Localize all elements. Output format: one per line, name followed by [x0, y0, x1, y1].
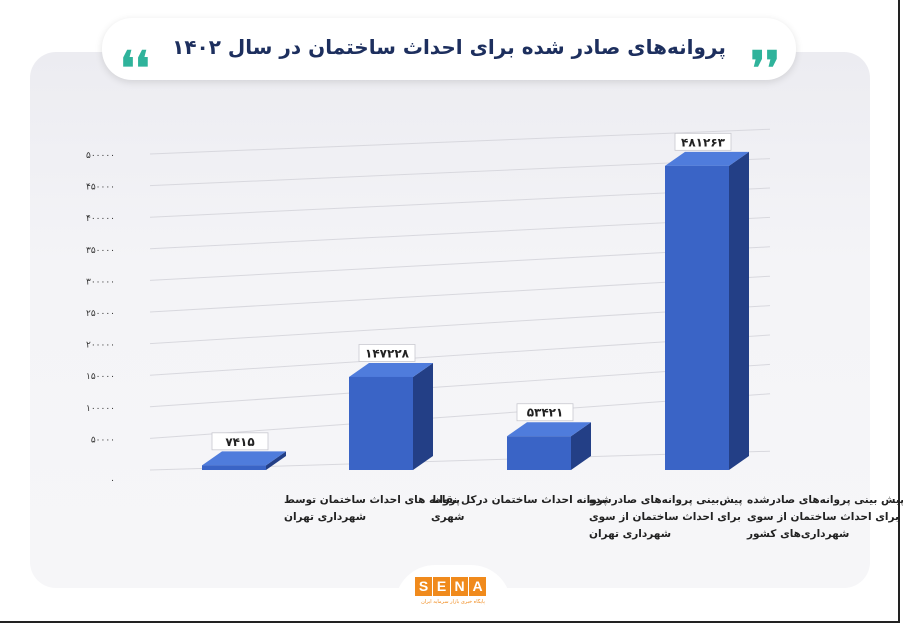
category-label: شهرداری‌های کشور	[746, 528, 849, 540]
y-tick-label: ۴۰۰۰۰۰	[86, 214, 115, 224]
y-tick-label: ۳۰۰۰۰۰	[86, 277, 115, 287]
bar-top	[202, 451, 286, 466]
y-tick-label: ۵۰۰۰۰۰	[86, 151, 115, 161]
bar-side	[729, 151, 749, 470]
y-tick-label: ۲۵۰۰۰۰	[86, 309, 115, 319]
logo-letter: E	[433, 577, 450, 596]
data-label-box	[674, 132, 732, 151]
bar-side	[571, 422, 591, 470]
data-label: ۱۴۷۲۲۸	[365, 346, 410, 360]
y-tick-label: ۱۰۰۰۰۰	[86, 404, 115, 414]
y-tick-label: ۰	[110, 476, 115, 486]
gridline	[149, 158, 771, 187]
bar-side	[266, 451, 286, 470]
bar	[349, 376, 413, 470]
category-label: شهرداری تهران	[284, 511, 366, 523]
category-label: پیش‌بینی پروانه‌های صادرشده	[589, 494, 742, 506]
y-tick-label: ۳۵۰۰۰۰	[86, 246, 115, 256]
bar	[202, 465, 266, 470]
category-label: پروانه های احداث ساختمان توسط	[284, 494, 460, 506]
logo-letter: S	[415, 577, 432, 596]
title-banner: ❛❛ پروانه‌های صادر شده برای احداث ساختما…	[102, 18, 796, 91]
bar	[665, 165, 729, 470]
gridline	[149, 128, 771, 155]
category-label: پروانه احداث ساختمان درکل نقاط	[431, 494, 607, 506]
logo-subtitle: پایگاه خبری بازار سرمایه ایران	[421, 599, 485, 605]
category-label: برای احداث ساختمان از سوی	[589, 511, 741, 523]
category-label: برای احداث ساختمان از سوی	[747, 511, 899, 523]
bar-top	[665, 151, 749, 166]
category-label: شهری	[431, 511, 464, 523]
page-title: پروانه‌های صادر شده برای احداث ساختمان د…	[172, 35, 726, 59]
bar-top	[349, 362, 433, 377]
data-label: ۴۸۱۲۶۳	[681, 135, 726, 149]
quote-open-icon: ❛❛	[120, 41, 150, 95]
bar-top	[507, 422, 591, 437]
data-label-box	[516, 403, 574, 422]
y-tick-label: ۴۵۰۰۰۰	[86, 183, 115, 193]
data-label: ۷۴۱۵	[225, 435, 254, 449]
category-label: شهرداری تهران	[589, 528, 671, 540]
quote-close-icon: ❜❜	[750, 41, 780, 95]
category-label: پیش بینی پروانه‌های صادرشده	[747, 494, 903, 506]
data-label: ۵۳۴۲۱	[527, 406, 564, 420]
y-tick-label: ۲۰۰۰۰۰	[86, 341, 115, 351]
y-tick-label: ۵۰۰۰۰	[91, 435, 115, 445]
logo-letter: A	[469, 577, 486, 596]
data-label-box	[211, 432, 269, 451]
bar-side	[413, 362, 433, 470]
y-tick-label: ۱۵۰۰۰۰	[86, 372, 115, 382]
bar	[507, 436, 571, 470]
data-label-box	[358, 344, 416, 362]
logo-letter: N	[451, 577, 468, 596]
